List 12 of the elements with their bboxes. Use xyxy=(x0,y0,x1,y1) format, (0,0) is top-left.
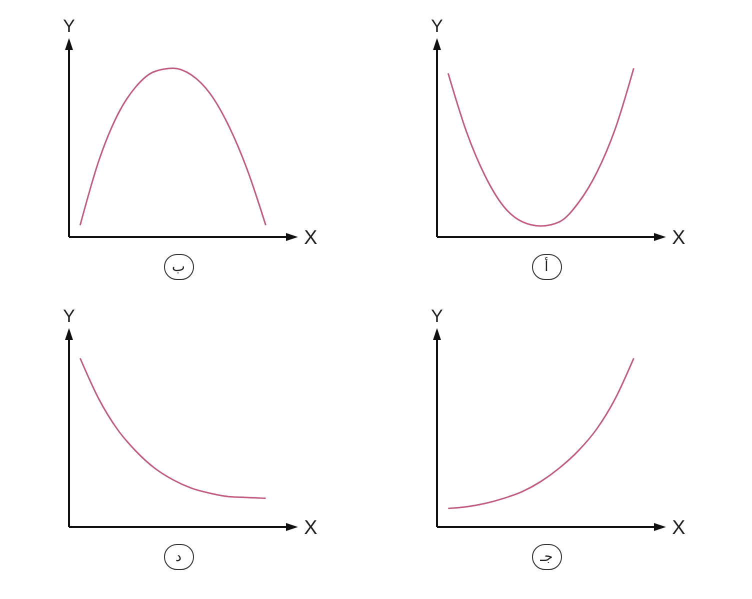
x-axis-title: X xyxy=(672,517,686,539)
y-axis-title: Y xyxy=(430,306,444,326)
x-axis-title: X xyxy=(672,227,686,249)
y-axis-title: Y xyxy=(62,16,76,36)
text: جـ xyxy=(532,544,562,570)
x-axis-title: X xyxy=(304,227,318,249)
text: أ xyxy=(532,254,562,280)
y-axis-title: Y xyxy=(62,306,76,326)
text: د xyxy=(164,544,194,570)
y-axis-title: Y xyxy=(430,16,444,36)
x-axis-title: X xyxy=(304,517,318,539)
text: ب xyxy=(164,254,194,280)
